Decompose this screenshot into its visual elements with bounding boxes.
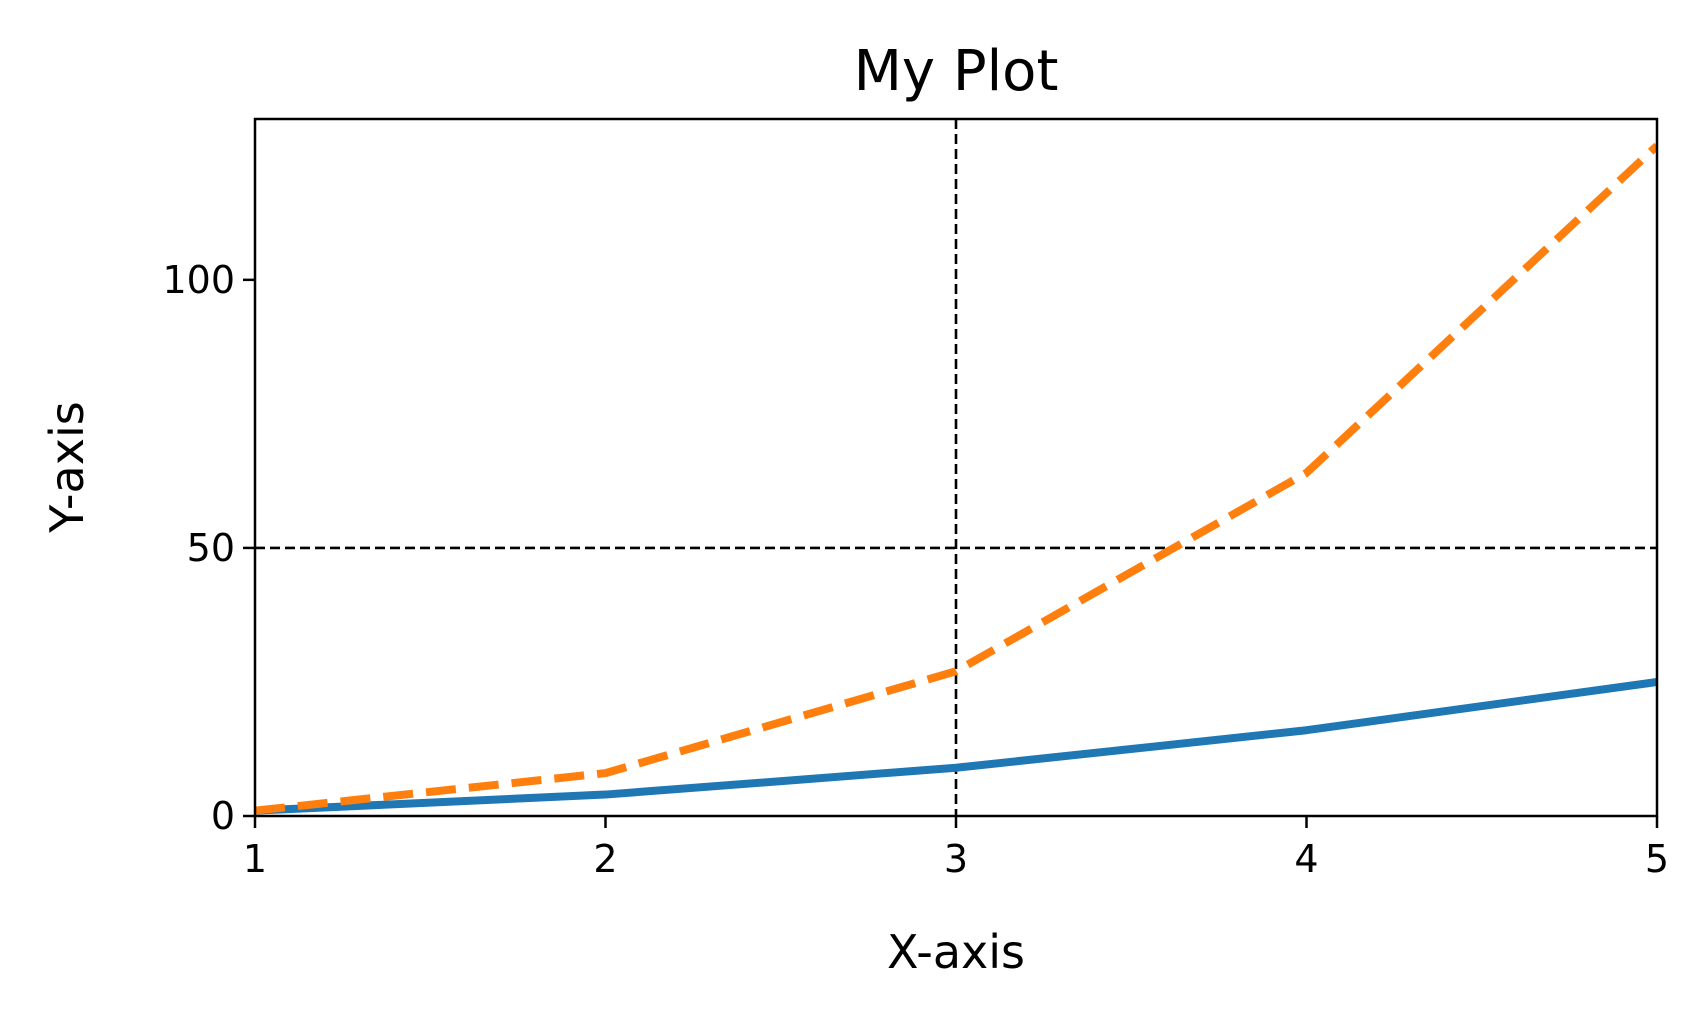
x-tick-label: 2 [593,837,617,881]
series-line-2 [255,142,1657,815]
y-axis-ticks: 0 50 100 [162,258,255,838]
x-axis-ticks: 1 2 3 4 5 [243,816,1669,881]
y-tick-label: 0 [211,794,235,838]
reference-lines [255,119,1657,816]
x-tick-label: 1 [243,837,267,881]
series-lines [255,142,1657,815]
chart-title: My Plot [854,39,1059,104]
y-axis-label: Y-axis [40,401,94,533]
series-line-1 [255,677,1657,815]
x-tick-label: 3 [944,837,968,881]
y-tick-label: 100 [162,258,235,302]
x-axis-label: X-axis [887,925,1025,979]
x-tick-label: 5 [1645,837,1669,881]
y-tick-label: 50 [187,526,235,570]
x-tick-label: 4 [1294,837,1318,881]
